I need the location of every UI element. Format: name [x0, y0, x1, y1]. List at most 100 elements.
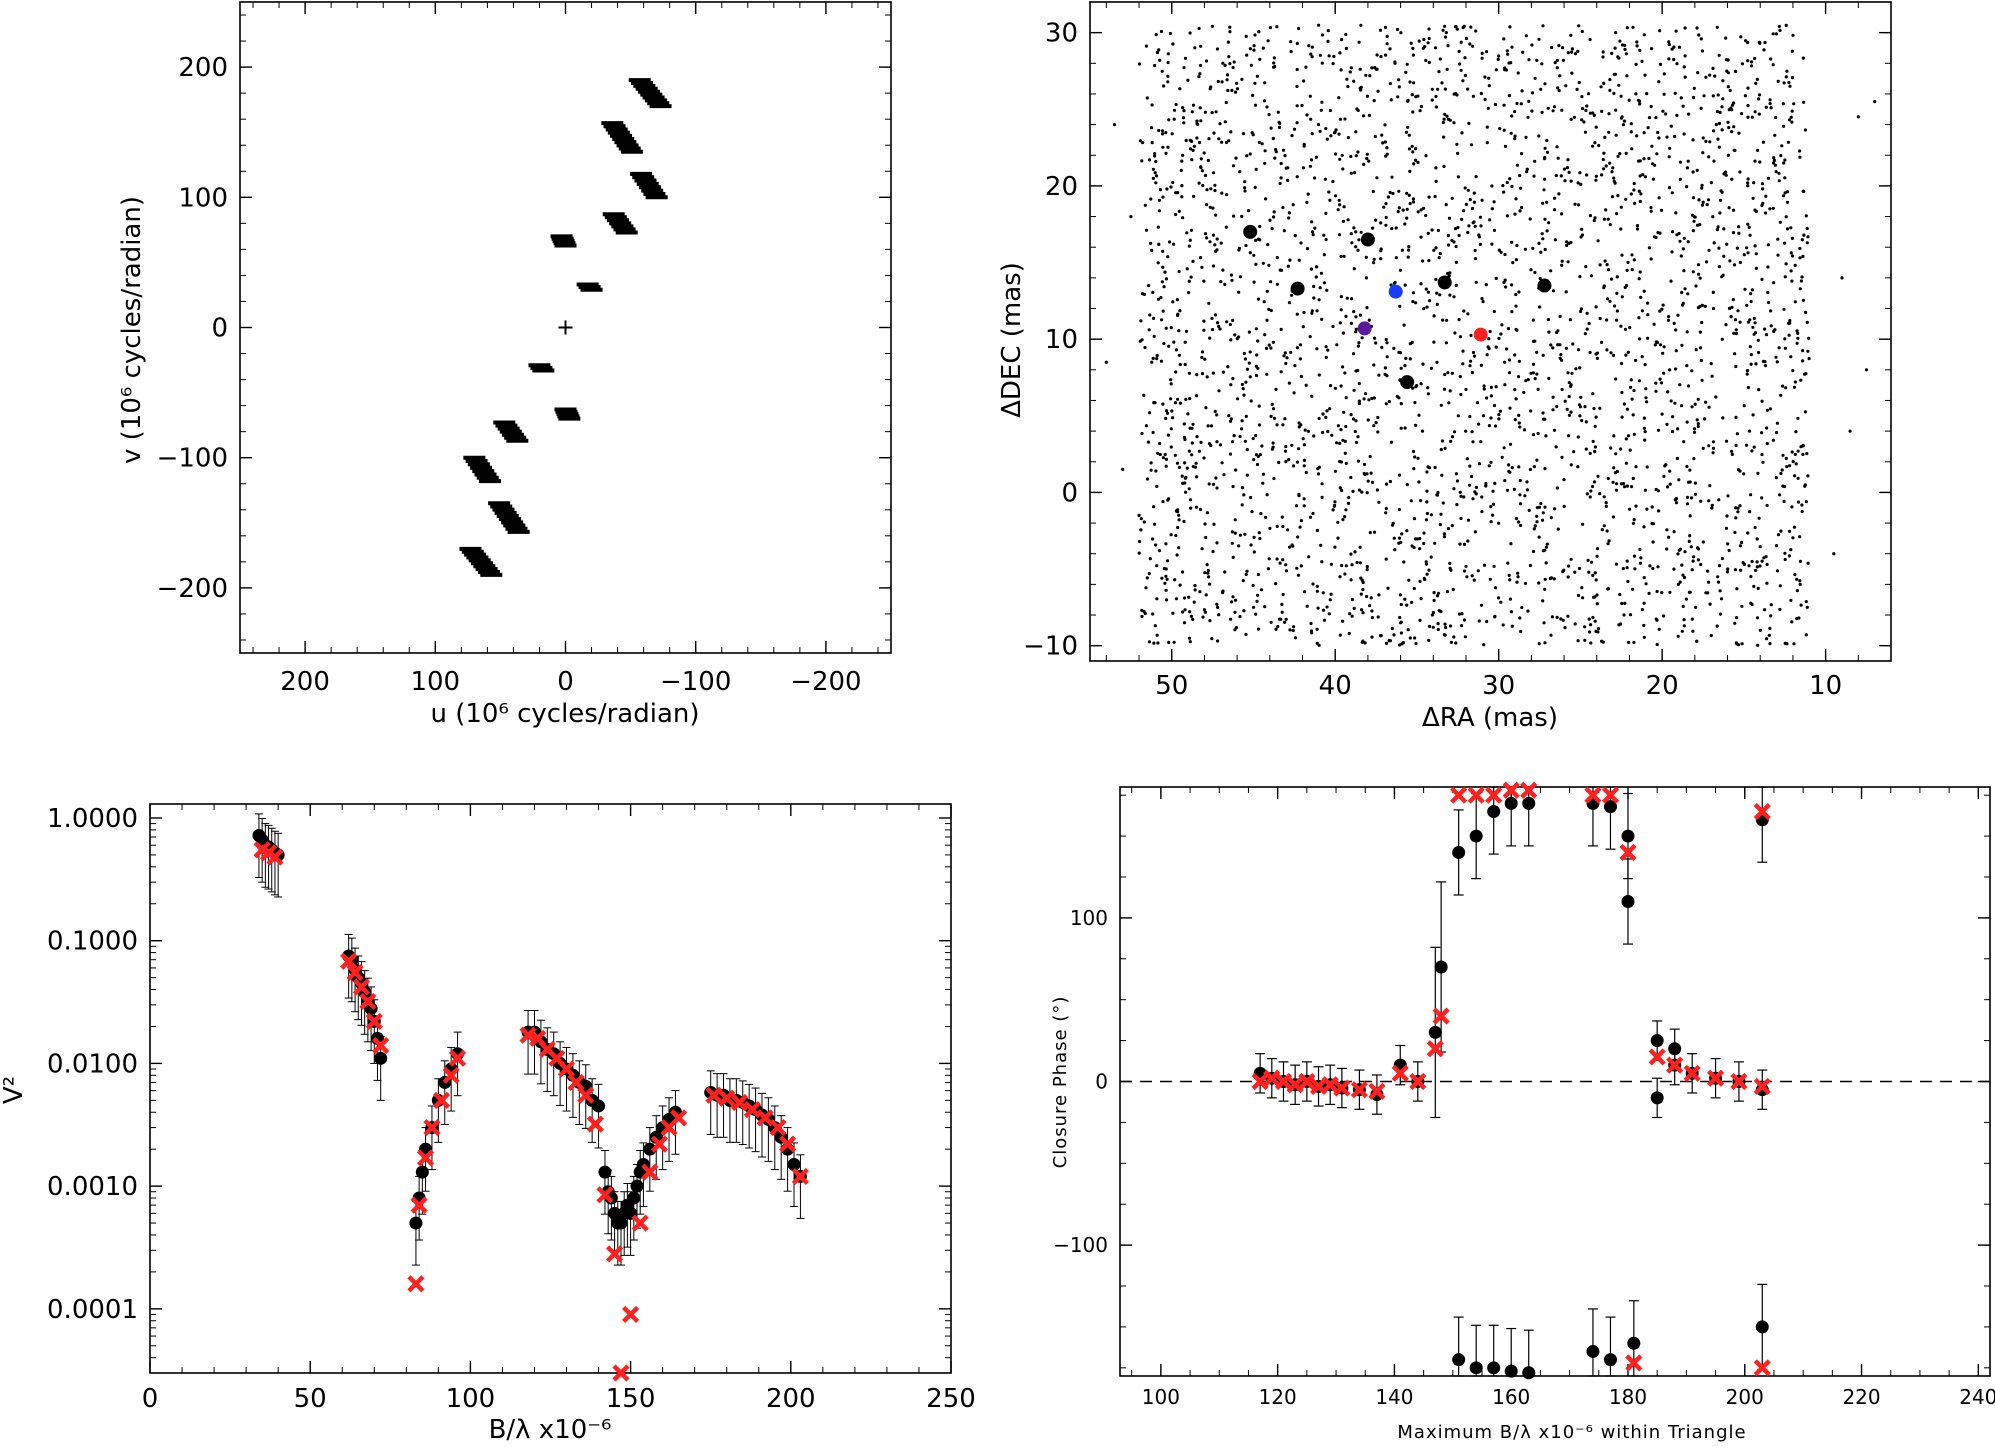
search-grid-point [1488, 577, 1492, 581]
search-grid-point [1272, 56, 1276, 60]
search-grid-point [1662, 92, 1666, 96]
v2-model-point [791, 1167, 810, 1186]
cp-model-point [1251, 1072, 1269, 1091]
x-tick-label: 0 [142, 1384, 159, 1414]
search-grid-point [1691, 559, 1695, 563]
search-grid-point [1375, 67, 1379, 71]
search-grid-point [1195, 373, 1199, 377]
search-grid-point [1331, 508, 1335, 512]
search-grid-point [1248, 47, 1252, 51]
search-grid-point [1169, 533, 1173, 537]
search-grid-point [1252, 48, 1256, 52]
search-grid-point [1513, 110, 1517, 114]
search-grid-point [1352, 267, 1356, 271]
search-grid-point [1434, 179, 1438, 183]
search-grid-point [1765, 408, 1769, 412]
search-grid-point [1258, 57, 1262, 62]
search-grid-point [1385, 341, 1389, 345]
search-grid-point [1611, 353, 1616, 357]
search-grid-point [1628, 448, 1632, 452]
search-grid-point [1252, 458, 1256, 462]
search-grid-point [1765, 581, 1769, 585]
search-grid-point [1231, 164, 1236, 168]
search-grid-point [1543, 467, 1547, 471]
search-grid-point [1402, 560, 1406, 564]
search-grid-point [1200, 350, 1205, 354]
search-grid-point [1556, 86, 1560, 90]
search-grid-point [1793, 573, 1797, 577]
search-grid-point [1164, 277, 1168, 281]
search-grid-point [1459, 40, 1463, 44]
search-grid-point [1189, 275, 1193, 279]
search-grid-point [1655, 618, 1659, 622]
search-grid-point [1319, 108, 1323, 112]
search-grid-point [1756, 148, 1760, 152]
search-grid-point [1569, 410, 1573, 414]
search-grid-point [1617, 623, 1621, 627]
search-grid-point [1805, 320, 1809, 324]
search-grid-point [1660, 412, 1664, 416]
search-grid-point [1661, 351, 1665, 355]
search-grid-point [1715, 25, 1719, 29]
search-grid-point [1337, 233, 1342, 237]
search-grid-point [1411, 150, 1415, 154]
search-grid-point [1190, 453, 1194, 457]
search-grid-point [1566, 614, 1570, 618]
search-grid-point [1687, 112, 1691, 116]
search-grid-point [1411, 291, 1416, 295]
search-grid-point [1518, 493, 1522, 497]
search-grid-point [1231, 440, 1235, 444]
search-grid-point [1791, 536, 1795, 540]
search-grid-point [1539, 502, 1543, 506]
search-grid-point [1517, 359, 1521, 363]
search-grid-point [1376, 615, 1380, 619]
search-grid-point [1358, 67, 1362, 71]
search-grid-point [1155, 597, 1159, 601]
search-grid-point [1643, 438, 1647, 442]
search-grid-point [1781, 102, 1785, 106]
search-grid-point [1500, 455, 1504, 459]
search-grid-point [1249, 399, 1253, 403]
search-grid-point [1656, 231, 1660, 235]
search-grid-point [1258, 536, 1262, 541]
search-grid-point [1173, 453, 1177, 457]
search-grid-point [1440, 81, 1444, 85]
search-grid-point [1142, 393, 1146, 397]
search-grid-point [1578, 414, 1582, 418]
search-grid-point [1610, 195, 1615, 199]
search-grid-point [1383, 25, 1387, 30]
search-grid-point [1164, 588, 1168, 592]
search-grid-point [1803, 128, 1807, 132]
search-grid-point [1457, 233, 1461, 238]
search-grid-point [1254, 434, 1258, 438]
search-grid-point [1543, 155, 1547, 160]
search-grid-point [1253, 33, 1257, 37]
search-grid-point [1688, 590, 1692, 594]
search-grid-point [1370, 66, 1374, 70]
search-grid-point [1585, 173, 1589, 177]
search-grid-point [1592, 113, 1596, 117]
search-grid-point [1153, 152, 1157, 156]
search-grid-point [1570, 50, 1574, 54]
search-grid-point [1352, 606, 1356, 611]
search-grid-point [1625, 559, 1629, 563]
search-grid-point [1177, 329, 1181, 333]
search-grid-point [1701, 446, 1705, 450]
search-grid-point [1235, 81, 1239, 85]
search-grid-point [1413, 636, 1417, 640]
search-grid-point [1647, 246, 1651, 250]
search-grid-point [1603, 135, 1607, 139]
search-grid-point [1261, 481, 1265, 485]
search-grid-point [1203, 522, 1207, 526]
search-grid-point [1164, 598, 1169, 602]
search-grid-point [1795, 341, 1799, 345]
search-grid-point [1746, 40, 1750, 45]
search-grid-point [1237, 290, 1241, 294]
search-grid-point [1623, 485, 1627, 489]
search-grid-point [1649, 209, 1653, 213]
search-grid-point [1177, 518, 1181, 522]
search-grid-point [1796, 331, 1800, 335]
search-grid-point [1589, 641, 1593, 645]
search-grid-point [1619, 447, 1623, 451]
search-grid-point [1414, 95, 1418, 99]
